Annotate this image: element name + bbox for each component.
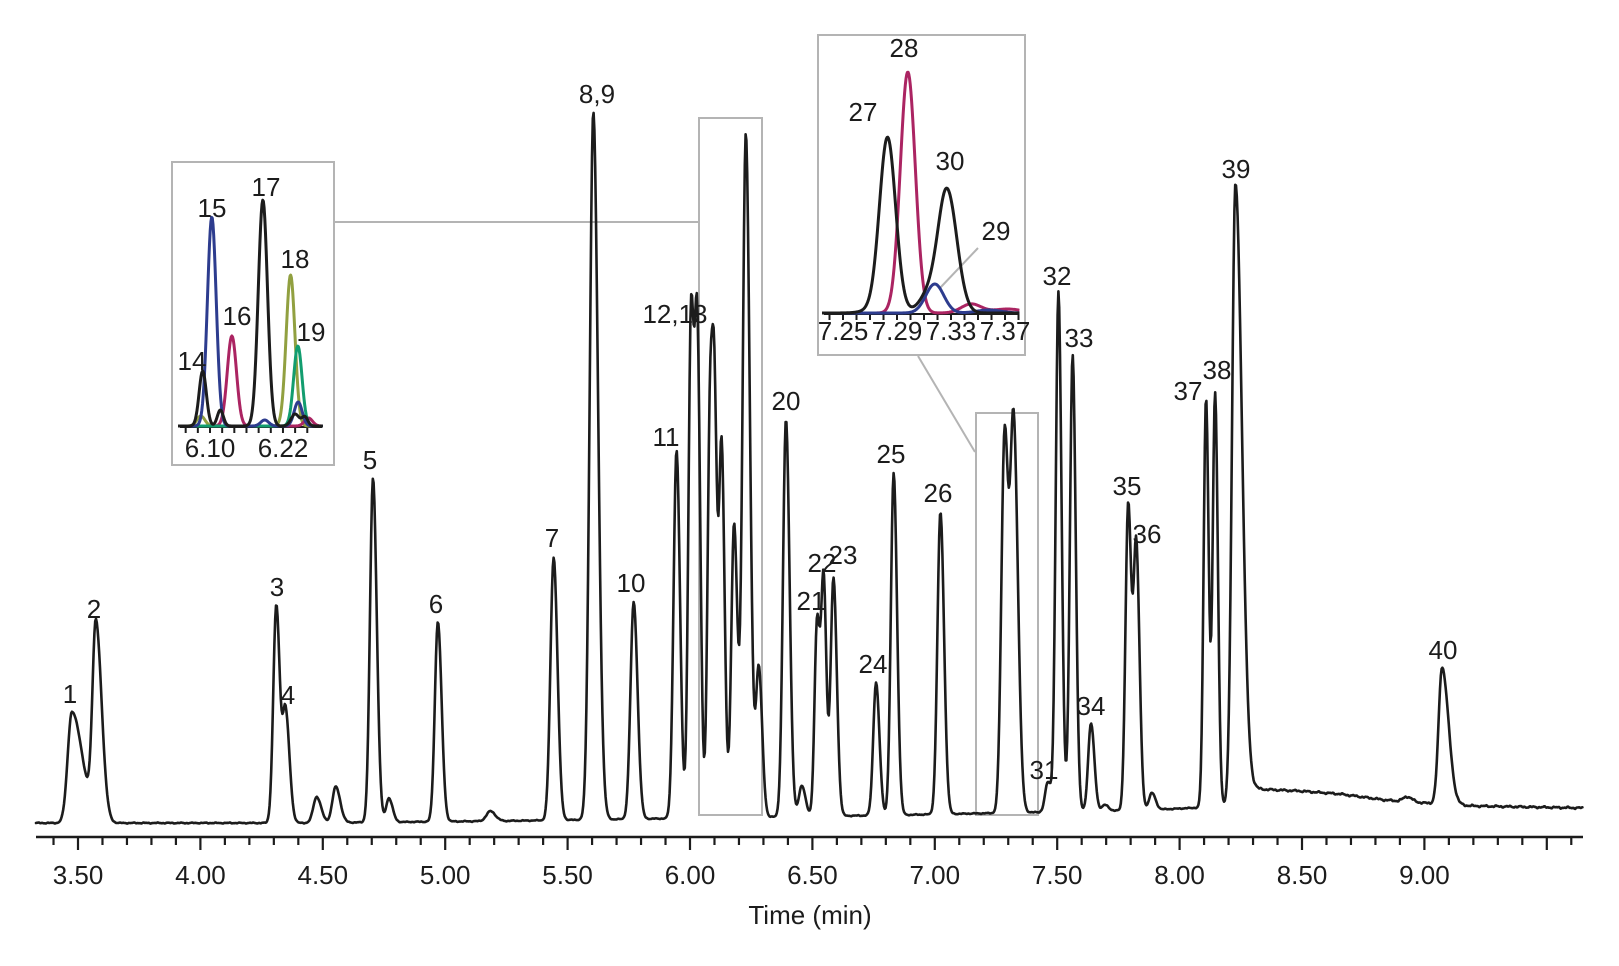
inset-right-peak-label-29: 29	[982, 216, 1011, 246]
peak-label-33: 33	[1065, 323, 1094, 353]
peak-label-7: 7	[545, 523, 559, 553]
x-axis-tick-label: 6.00	[665, 860, 716, 890]
peak-label-2: 2	[87, 594, 101, 624]
x-axis-tick-label: 4.50	[297, 860, 348, 890]
peak-label-26: 26	[924, 478, 953, 508]
inset-left-peak-label-14: 14	[178, 346, 207, 376]
peak-label-23: 23	[829, 540, 858, 570]
inset-right-tick-label: 7.25	[818, 316, 869, 346]
peak-label-11: 11	[653, 422, 680, 452]
inset-right-frame	[817, 34, 1026, 356]
peak-label-22: 22	[808, 548, 837, 578]
peak-label-38: 38	[1203, 355, 1232, 385]
inset-right-trace-trace	[821, 135, 1021, 315]
peak-label-8-9: 8,9	[579, 79, 615, 109]
inset-left-peak-label-17: 17	[252, 172, 281, 202]
inset-right-tick-label: 7.37	[980, 316, 1031, 346]
inset-left-trace-trace	[177, 198, 324, 428]
inset-left-peak-label-15: 15	[198, 193, 227, 223]
inset-right-peak-label-30: 30	[936, 146, 965, 176]
peak-label-1: 1	[63, 679, 77, 709]
peak-label-34: 34	[1077, 691, 1106, 721]
x-axis-tick-label: 6.50	[787, 860, 838, 890]
x-axis: 3.50 4.00 4.50 5.00 5.50 6.00 6.50 7.00 7.50 8.00…	[36, 835, 1583, 890]
peak-label-31: 31	[1030, 755, 1059, 785]
inset-left: 6.10 6.22 14 15 16 17 18 19	[171, 161, 335, 466]
inset-right: 7.25 7.29 7.33 7.37 27 28 30 29	[817, 33, 1031, 356]
inset-left-tick-label: 6.10	[185, 433, 236, 463]
peak-label-36: 36	[1133, 519, 1162, 549]
box-7.25-7.40	[975, 412, 1039, 816]
peak-label-5: 5	[363, 445, 377, 475]
inset-left-tick-label: 6.22	[258, 433, 309, 463]
peak-label-40: 40	[1429, 635, 1458, 665]
inset-right-tick-label: 7.33	[926, 316, 977, 346]
peak-label-4: 4	[281, 680, 295, 710]
inset-left-peak-label-16: 16	[223, 301, 252, 331]
peak-label-21: 21	[797, 586, 826, 616]
peak-label-10: 10	[617, 568, 646, 598]
peak-label-25: 25	[877, 439, 906, 469]
inset-right-tick-label: 7.29	[872, 316, 923, 346]
x-axis-title: Time (min)	[748, 900, 872, 930]
right-inset-connector	[917, 355, 976, 453]
peak-label-6: 6	[429, 589, 443, 619]
main-chromatogram-trace	[34, 111, 1584, 825]
x-axis-tick-label: 9.00	[1399, 860, 1450, 890]
inset-left-trace-blue	[177, 215, 324, 428]
inset-right-peak-label-28: 28	[890, 33, 919, 63]
peak-label-24: 24	[859, 649, 888, 679]
peak-label-3: 3	[270, 572, 284, 602]
peak-label-35: 35	[1113, 471, 1142, 501]
peak-labels: 12345678,9101112,13202122232425263132333…	[63, 79, 1458, 785]
x-axis-tick-label: 7.00	[909, 860, 960, 890]
x-axis-tick-label: 8.50	[1277, 860, 1328, 890]
inset-left-peak-label-18: 18	[281, 244, 310, 274]
peak-label-37: 37	[1174, 376, 1203, 406]
inset-connector-lines	[335, 221, 976, 453]
peak-label-20: 20	[772, 386, 801, 416]
peak-label-12: 12,13	[642, 299, 707, 329]
inset-right-peak-label-27: 27	[849, 97, 878, 127]
x-axis-tick-label: 5.00	[420, 860, 471, 890]
x-axis-tick-label: 4.00	[175, 860, 226, 890]
x-axis-tick-label: 5.50	[542, 860, 593, 890]
x-axis-tick-label: 3.50	[53, 860, 104, 890]
peak-label-39: 39	[1222, 154, 1251, 184]
inset-right-callout-line	[939, 247, 979, 289]
x-axis-tick-label: 8.00	[1154, 860, 1205, 890]
inset-left-peak-label-19: 19	[297, 317, 326, 347]
x-axis-tick-label: 7.50	[1032, 860, 1083, 890]
peak-label-32: 32	[1043, 261, 1072, 291]
